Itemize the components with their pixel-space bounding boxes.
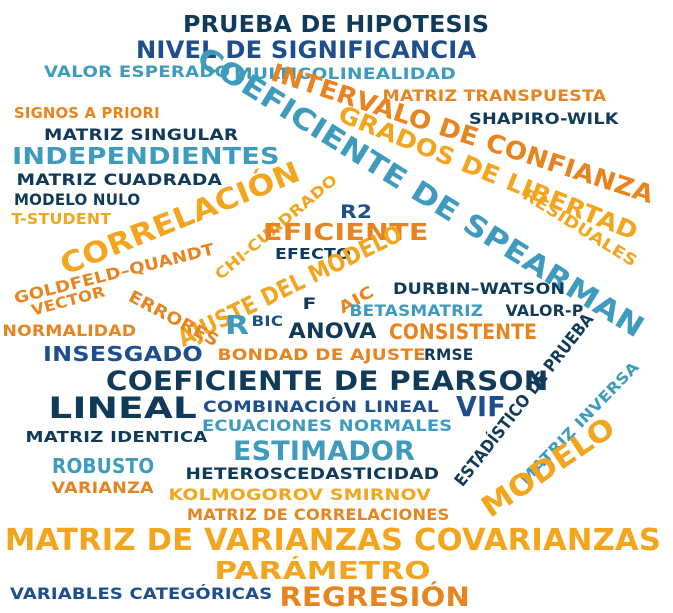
word-coeficiente-de-pearson: COEFICIENTE DE PEARSON xyxy=(105,365,549,397)
word-kolmogorov-smirnov: KOLMOGOROV SMIRNOV xyxy=(167,485,431,504)
word-matriz-de-varianzas-covarianzas: MATRIZ DE VARIANZAS COVARIANZAS xyxy=(4,523,662,558)
word-prueba-de-hipotesis: PRUEBA DE HIPOTESIS xyxy=(182,11,490,38)
word-regresion: REGRESIÓN xyxy=(279,581,470,613)
word-t-student: T-STUDENT xyxy=(10,209,111,228)
word-matriz-cuadrada: MATRIZ CUADRADA xyxy=(16,170,222,189)
word-independientes: INDEPENDIENTES xyxy=(12,143,280,170)
word-combinacion-lineal: COMBINACIÓN LINEAL xyxy=(203,397,440,416)
word-robusto: ROBUSTO xyxy=(52,454,155,478)
word-r2: R2 xyxy=(339,200,373,223)
word-betasmatriz: BETASMATRIZ xyxy=(349,301,483,320)
word-matriz-singular: MATRIZ SINGULAR xyxy=(43,125,239,144)
word-efecto: EFECTO xyxy=(274,244,351,263)
word-signos-a-priori: SIGNOS A PRIORI xyxy=(14,103,160,122)
word-heteroscedasticidad: HETEROSCEDASTICIDAD xyxy=(185,464,439,483)
word-valor-esperado: VALOR ESPERADO xyxy=(43,62,231,81)
word-consistente: CONSISTENTE xyxy=(388,319,538,344)
word-multicolinealidad: MULTICOLINEALIDAD xyxy=(234,64,456,83)
word-varianza: VARIANZA xyxy=(50,478,154,497)
word-f: F xyxy=(301,294,317,313)
word-lineal: LINEAL xyxy=(47,390,197,425)
word-matriz-de-correlaciones: MATRIZ DE CORRELACIONES xyxy=(186,505,450,524)
word-matriz-transpuesta: MATRIZ TRANSPUESTA xyxy=(382,86,606,105)
word-valor-p: VALOR-P xyxy=(505,301,583,320)
word-insesgado: INSESGADO xyxy=(43,342,203,366)
word-estimador: ESTIMADOR xyxy=(233,435,416,467)
word-r: R xyxy=(224,311,250,341)
word-bondad-de-ajuste: BONDAD DE AJUSTE xyxy=(216,345,426,364)
word-normalidad: NORMALIDAD xyxy=(2,321,136,340)
word-durbin-watson: DURBIN–WATSON xyxy=(392,279,566,298)
word-modelo-nulo: MODELO NULO xyxy=(14,190,141,209)
word-variables-categoricas: VARIABLES CATEGÓRICAS xyxy=(9,584,273,603)
word-vif: VIF xyxy=(455,390,506,423)
word-shapiro-wilk: SHAPIRO-WILK xyxy=(469,109,619,128)
word-nivel-de-significancia: NIVEL DE SIGNIFICANCIA xyxy=(135,36,477,64)
word-matriz-identica: MATRIZ IDENTICA xyxy=(25,427,208,446)
word-parametro: PARÁMETRO xyxy=(213,555,431,585)
word-anova: ANOVA xyxy=(288,318,377,343)
word-eficiente: EFICIENTE xyxy=(263,219,429,246)
word-rmse: RMSE xyxy=(423,345,474,364)
word-ecuaciones-normales: ECUACIONES NORMALES xyxy=(201,416,453,435)
word-bic: BIC xyxy=(251,314,283,330)
